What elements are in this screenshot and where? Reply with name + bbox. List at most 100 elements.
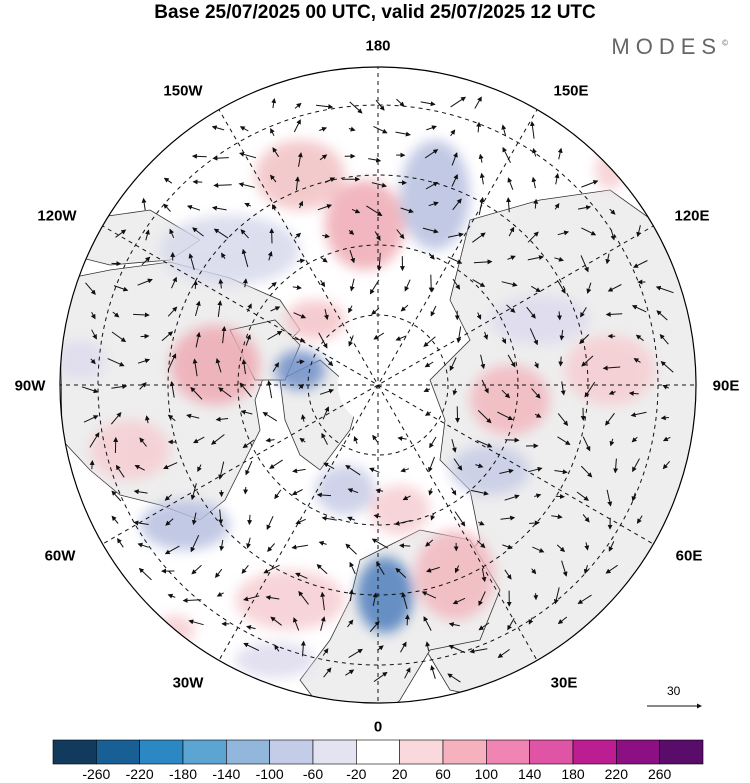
wind-vector: [605, 412, 615, 426]
wind-vector: [270, 127, 275, 137]
wind-vector: [602, 365, 621, 371]
colorbar-tick-label: -180: [168, 766, 198, 782]
wind-vector: [527, 255, 544, 261]
wind-vector: [507, 354, 516, 368]
meridian: [217, 107, 539, 663]
wind-vector: [192, 358, 198, 377]
wind-vector: [476, 312, 482, 320]
wind-vector: [660, 415, 669, 421]
anomaly-negative: [235, 642, 315, 678]
wind-vector: [137, 358, 151, 364]
wind-vector: [609, 438, 615, 447]
wind-vector: [191, 512, 197, 526]
wind-vector: [478, 591, 486, 607]
wind-vector: [218, 387, 232, 398]
wind-vector: [197, 464, 202, 472]
wind-vector: [481, 379, 489, 394]
wind-vector: [452, 198, 462, 211]
wind-vector: [559, 329, 565, 341]
anomaly-negative: [160, 215, 300, 285]
wind-vector: [527, 231, 539, 243]
lon-label-90e: 90E: [712, 377, 740, 395]
wind-vector: [164, 494, 173, 501]
wind-vector: [557, 616, 568, 625]
wind-vector: [113, 285, 129, 292]
wind-vector: [292, 337, 306, 343]
wind-vector: [269, 174, 277, 183]
wind-vector: [241, 248, 249, 268]
wind-vector: [294, 176, 300, 191]
wind-vector: [296, 359, 305, 365]
wind-vector: [322, 648, 329, 656]
colorbar-swatch: [356, 739, 400, 765]
wind-vector: [167, 414, 176, 422]
wind-vector: [107, 358, 125, 367]
meridian: [217, 107, 539, 663]
colorbar-swatch: [529, 739, 574, 765]
brand-mark: ©: [722, 38, 728, 48]
wind-vector: [399, 543, 411, 549]
colorbar-tick-label: 180: [561, 766, 585, 782]
wind-vector: [348, 335, 354, 347]
wind-vector: [345, 669, 355, 676]
wind-vector: [425, 641, 431, 651]
wind-vector: [83, 415, 99, 423]
wind-vector: [372, 592, 378, 607]
wind-vector: [353, 435, 359, 444]
wind-vector: [426, 566, 440, 573]
wind-vector: [245, 334, 251, 346]
wind-vector: [167, 593, 176, 599]
wind-vector: [628, 390, 639, 396]
wind-vector: [369, 620, 380, 633]
wind-vector: [221, 326, 227, 344]
lon-label-180: 180: [365, 37, 391, 55]
wind-vector: [267, 251, 273, 261]
wind-vector: [240, 229, 249, 239]
wind-vector: [609, 208, 616, 215]
wind-vector: [532, 147, 537, 157]
wind-vector: [424, 411, 432, 416]
wind-vector: [504, 569, 512, 580]
brand-logo: MODES©: [611, 34, 728, 60]
wind-vector: [659, 333, 669, 345]
wind-vector: [320, 257, 328, 263]
wind-vector: [141, 256, 151, 266]
wind-vector: [348, 648, 363, 659]
wind-vector: [452, 388, 458, 396]
wind-vector: [424, 361, 434, 368]
wind-vector: [557, 413, 569, 426]
wind-vector: [324, 177, 336, 183]
wind-vector: [531, 568, 537, 575]
wind-vector: [245, 460, 253, 476]
wind-vector: [372, 434, 379, 443]
wind-vector: [662, 460, 671, 470]
wind-vector: [428, 201, 439, 207]
wind-vector: [216, 591, 224, 597]
wind-vector: [348, 305, 353, 314]
wind-vector: [294, 102, 302, 109]
wind-vector: [91, 329, 97, 340]
wind-vector: [145, 229, 150, 241]
wind-vector: [584, 381, 596, 398]
wind-vector: [295, 572, 308, 579]
wind-vector: [631, 492, 637, 502]
anomaly-positive: [235, 570, 345, 630]
wind-vector: [478, 153, 484, 163]
wind-vector: [610, 229, 616, 241]
wind-vector: [347, 488, 359, 494]
wind-vector: [504, 494, 520, 501]
wind-vector: [477, 410, 492, 424]
wind-vector: [429, 436, 437, 449]
wind-vector: [272, 362, 280, 372]
colorbar: [52, 739, 704, 765]
wind-vector: [479, 172, 485, 185]
wind-vector: [400, 641, 407, 653]
wind-vector: [325, 357, 334, 367]
wind-vector: [295, 518, 306, 525]
wind-vector: [218, 461, 225, 480]
wind-vector: [345, 464, 361, 476]
wind-vector: [579, 334, 590, 345]
wind-vector: [89, 432, 100, 448]
anomaly-negative: [275, 350, 325, 390]
wind-vector: [528, 466, 543, 473]
